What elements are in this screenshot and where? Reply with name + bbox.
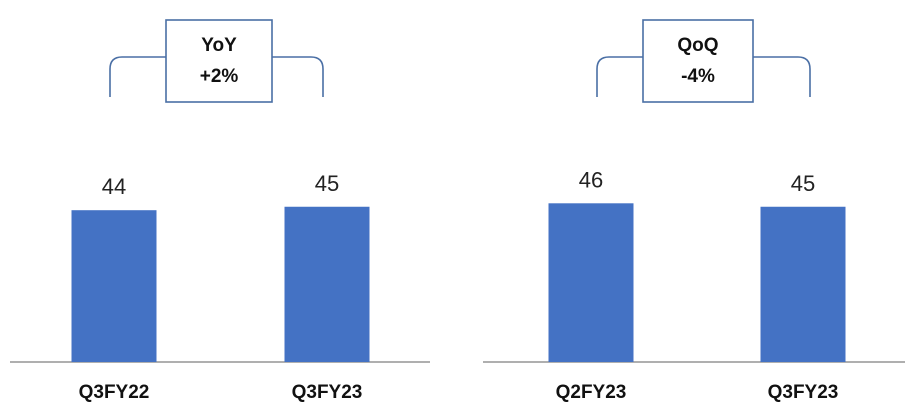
category-label: Q2FY23: [556, 382, 627, 403]
change-box: [165, 19, 273, 103]
comparison-label: YoY: [201, 35, 237, 56]
bar-q3fy23: [284, 206, 370, 362]
qoq-chart: 46 Q2FY23 45 Q3FY23 QoQ -4%: [483, 19, 905, 403]
bar-value-label: 46: [579, 167, 603, 192]
bracket-right: [753, 56, 811, 97]
category-label: Q3FY23: [292, 382, 363, 403]
category-label: Q3FY23: [768, 382, 839, 403]
category-label: Q3FY22: [79, 382, 150, 403]
bar-q3fy23: [760, 206, 846, 362]
comparison-change: -4%: [681, 66, 715, 87]
bar-value-label: 45: [315, 171, 339, 196]
bar-q2fy23: [548, 203, 634, 362]
bar-q3fy22: [71, 210, 157, 362]
change-box: [642, 19, 754, 103]
comparison-change: +2%: [200, 66, 239, 87]
bracket-left: [596, 56, 643, 97]
bracket-right: [272, 56, 324, 97]
bracket-left: [109, 56, 166, 97]
yoy-chart: 44 Q3FY22 45 Q3FY23 YoY +2%: [10, 19, 430, 403]
bar-value-label: 44: [102, 174, 126, 199]
comparison-label: QoQ: [677, 35, 718, 56]
bar-value-label: 45: [791, 171, 815, 196]
